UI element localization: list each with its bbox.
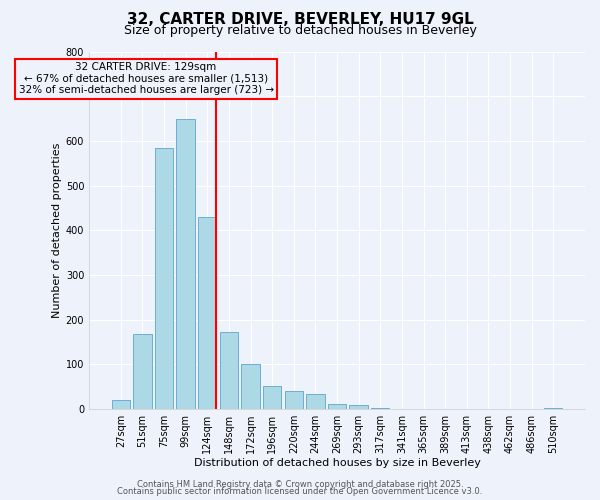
Bar: [328, 404, 346, 409]
Bar: [263, 386, 281, 409]
Bar: [133, 334, 152, 409]
Bar: [176, 120, 195, 409]
Text: 32 CARTER DRIVE: 129sqm
← 67% of detached houses are smaller (1,513)
32% of semi: 32 CARTER DRIVE: 129sqm ← 67% of detache…: [19, 62, 274, 96]
Bar: [349, 404, 368, 409]
X-axis label: Distribution of detached houses by size in Beverley: Distribution of detached houses by size …: [194, 458, 481, 468]
Bar: [155, 148, 173, 409]
Text: Contains public sector information licensed under the Open Government Licence v3: Contains public sector information licen…: [118, 488, 482, 496]
Bar: [371, 408, 389, 409]
Bar: [112, 400, 130, 409]
Bar: [306, 394, 325, 409]
Bar: [544, 408, 562, 409]
Bar: [220, 332, 238, 409]
Text: Size of property relative to detached houses in Beverley: Size of property relative to detached ho…: [124, 24, 476, 37]
Text: Contains HM Land Registry data © Crown copyright and database right 2025.: Contains HM Land Registry data © Crown c…: [137, 480, 463, 489]
Text: 32, CARTER DRIVE, BEVERLEY, HU17 9GL: 32, CARTER DRIVE, BEVERLEY, HU17 9GL: [127, 12, 473, 28]
Bar: [284, 391, 303, 409]
Y-axis label: Number of detached properties: Number of detached properties: [52, 142, 62, 318]
Bar: [198, 217, 217, 409]
Bar: [241, 364, 260, 409]
